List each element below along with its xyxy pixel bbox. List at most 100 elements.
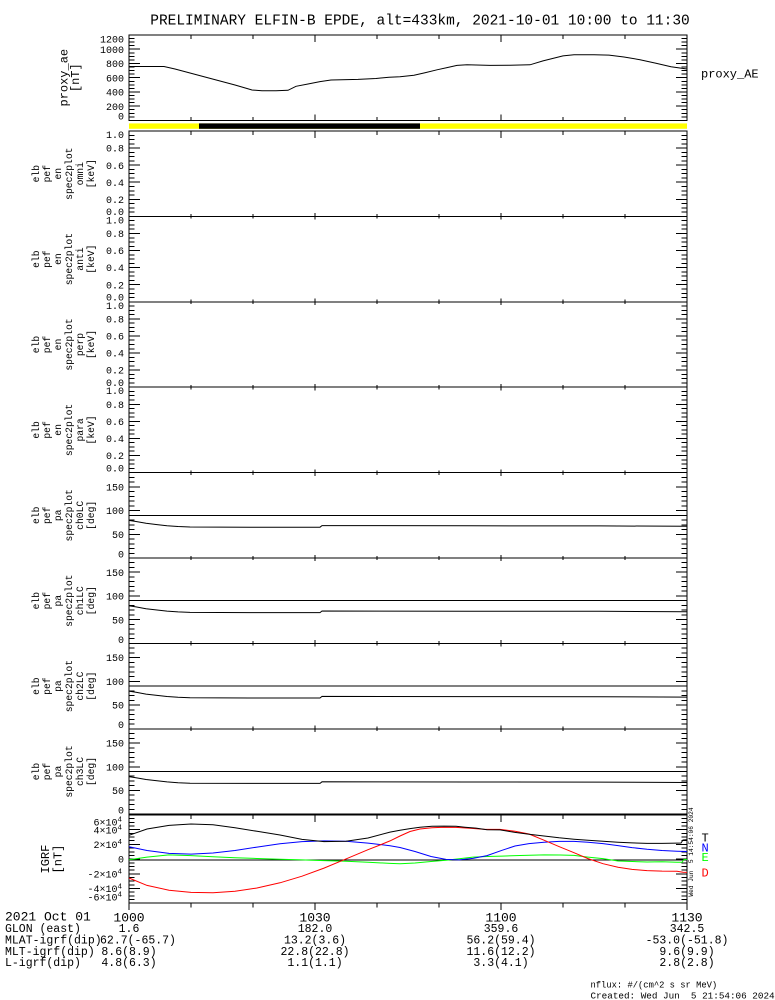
svg-text:para: para: [75, 418, 86, 441]
svg-text:pef: pef: [42, 421, 53, 439]
svg-text:en: en: [53, 253, 64, 265]
svg-text:elb: elb: [31, 592, 42, 610]
svg-text:IGRF: IGRF: [39, 845, 53, 874]
svg-text:elb: elb: [31, 336, 42, 354]
svg-text:1030: 1030: [299, 911, 330, 926]
svg-text:359.6: 359.6: [484, 923, 519, 936]
svg-text:0.6: 0.6: [106, 162, 124, 173]
svg-text:en: en: [53, 339, 64, 351]
svg-text:4×10: 4×10: [93, 826, 117, 837]
svg-text:omni: omni: [75, 162, 86, 185]
svg-text:1000: 1000: [100, 46, 124, 57]
svg-text:0.2: 0.2: [106, 281, 124, 292]
svg-text:0: 0: [118, 721, 124, 732]
svg-text:D: D: [702, 867, 709, 881]
svg-text:0.0: 0.0: [106, 379, 124, 390]
svg-text:0.0: 0.0: [106, 464, 124, 475]
svg-text:T: T: [702, 832, 709, 846]
svg-text:150: 150: [106, 483, 124, 494]
svg-text:pa: pa: [53, 766, 64, 778]
svg-text:4: 4: [118, 817, 123, 825]
svg-text:0.8: 0.8: [106, 401, 124, 412]
svg-text:spec2plot: spec2plot: [64, 489, 75, 541]
svg-text:100: 100: [106, 507, 124, 518]
svg-text:spec2plot: spec2plot: [64, 404, 75, 456]
svg-text:[nT]: [nT]: [52, 845, 66, 874]
svg-text:pef: pef: [42, 506, 53, 524]
svg-text:en: en: [53, 424, 64, 436]
svg-text:pef: pef: [42, 336, 53, 354]
svg-text:600: 600: [106, 74, 124, 85]
svg-text:[keV]: [keV]: [86, 330, 97, 359]
svg-text:[deg]: [deg]: [86, 586, 97, 615]
svg-text:[deg]: [deg]: [86, 757, 97, 786]
svg-text:ch3LC: ch3LC: [75, 757, 86, 786]
svg-text:pa: pa: [53, 680, 64, 692]
svg-text:1.0: 1.0: [106, 302, 124, 313]
svg-text:1100: 1100: [485, 911, 516, 926]
svg-text:elb: elb: [31, 250, 42, 268]
svg-text:pef: pef: [42, 592, 53, 610]
svg-text:[deg]: [deg]: [86, 501, 97, 530]
svg-text:spec2plot: spec2plot: [64, 318, 75, 370]
svg-text:2.8(2.8): 2.8(2.8): [659, 957, 714, 970]
svg-text:elb: elb: [31, 677, 42, 695]
svg-text:ch2LC: ch2LC: [75, 671, 86, 700]
svg-text:1.1(1.1): 1.1(1.1): [287, 957, 342, 970]
svg-text:50: 50: [112, 531, 124, 542]
svg-text:pef: pef: [42, 250, 53, 268]
svg-text:400: 400: [106, 89, 124, 100]
svg-text:proxy_ae: proxy_ae: [58, 49, 72, 107]
svg-text:E: E: [702, 851, 709, 865]
svg-text:spec2plot: spec2plot: [64, 148, 75, 200]
svg-text:4: 4: [118, 839, 123, 847]
svg-text:4: 4: [118, 869, 123, 877]
svg-text:spec2plot: spec2plot: [64, 745, 75, 797]
svg-text:spec2plot: spec2plot: [64, 575, 75, 627]
svg-text:ch0LC: ch0LC: [75, 501, 86, 530]
svg-text:800: 800: [106, 60, 124, 71]
svg-text:200: 200: [106, 103, 124, 114]
svg-text:elb: elb: [31, 165, 42, 183]
svg-text:[keV]: [keV]: [86, 245, 97, 274]
svg-text:1.6: 1.6: [119, 923, 140, 936]
svg-text:0: 0: [118, 856, 124, 867]
svg-text:0.6: 0.6: [106, 333, 124, 344]
svg-text:6×10: 6×10: [93, 818, 117, 829]
svg-text:0.4: 0.4: [106, 435, 124, 446]
svg-text:100: 100: [106, 593, 124, 604]
svg-text:0.8: 0.8: [106, 230, 124, 241]
svg-text:Wed Jun 5 14:54:06 2024: Wed Jun 5 14:54:06 2024: [688, 807, 695, 896]
svg-text:62.7(-65.7): 62.7(-65.7): [100, 935, 176, 948]
svg-text:pef: pef: [42, 677, 53, 695]
svg-text:1.0: 1.0: [106, 216, 124, 227]
svg-text:ch1LC: ch1LC: [75, 586, 86, 615]
svg-text:0.4: 0.4: [106, 264, 124, 275]
svg-text:4: 4: [118, 825, 123, 833]
svg-text:1.0: 1.0: [106, 131, 124, 142]
svg-text:0: 0: [118, 807, 124, 818]
svg-text:4: 4: [118, 892, 123, 900]
svg-text:[keV]: [keV]: [86, 159, 97, 188]
svg-text:0.2: 0.2: [106, 367, 124, 378]
svg-text:Created: Wed Jun 5 21:54:06 2: Created: Wed Jun 5 21:54:06 2024: [591, 990, 775, 1000]
svg-text:342.5: 342.5: [670, 923, 705, 936]
svg-text:150: 150: [106, 569, 124, 580]
svg-text:0: 0: [118, 113, 124, 124]
svg-text:4: 4: [118, 883, 123, 891]
svg-text:-53.0(-51.8): -53.0(-51.8): [646, 935, 729, 948]
svg-text:-6×10: -6×10: [87, 893, 117, 904]
svg-text:0: 0: [118, 636, 124, 647]
svg-text:0.6: 0.6: [106, 418, 124, 429]
svg-text:elb: elb: [31, 763, 42, 781]
svg-text:MLAT-igrf(dip): MLAT-igrf(dip): [5, 935, 102, 948]
svg-text:0.0: 0.0: [106, 294, 124, 305]
svg-text:50: 50: [112, 787, 124, 798]
svg-text:1130: 1130: [671, 911, 702, 926]
svg-text:MLT-igrf(dip): MLT-igrf(dip): [5, 946, 95, 959]
svg-text:proxy_AE: proxy_AE: [701, 68, 759, 82]
svg-text:pa: pa: [53, 595, 64, 607]
svg-text:L-igrf(dip): L-igrf(dip): [5, 957, 81, 970]
svg-text:-2×10: -2×10: [87, 870, 117, 881]
svg-text:0.2: 0.2: [106, 452, 124, 463]
